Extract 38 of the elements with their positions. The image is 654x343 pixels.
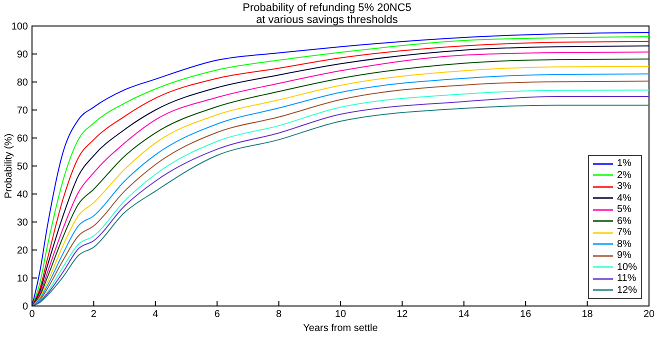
- y-tick-label: 60: [16, 134, 28, 145]
- x-tick-label: 4: [152, 309, 159, 320]
- legend-label: 4%: [616, 192, 632, 204]
- chart-subtitle: at various savings thresholds: [256, 14, 398, 26]
- y-tick-label: 0: [22, 302, 28, 313]
- legend-label: 8%: [616, 238, 632, 250]
- y-tick-label: 80: [16, 78, 28, 89]
- y-tick-label: 40: [16, 190, 28, 201]
- x-tick-label: 2: [90, 309, 97, 320]
- legend-label: 12%: [616, 284, 637, 296]
- y-tick-label: 70: [16, 106, 28, 117]
- chart-title: Probability of refunding 5% 20NC5: [242, 2, 412, 14]
- y-tick-label: 100: [11, 22, 28, 33]
- x-tick-label: 20: [643, 309, 654, 320]
- y-tick-label: 30: [16, 218, 28, 229]
- y-tick-label: 90: [16, 50, 28, 61]
- x-tick-label: 18: [582, 309, 594, 320]
- legend-label: 11%: [616, 273, 636, 284]
- legend-label: 2%: [616, 170, 632, 181]
- legend-label: 1%: [616, 158, 632, 170]
- x-tick-label: 10: [334, 309, 346, 320]
- legend-label: 5%: [616, 204, 632, 216]
- x-tick-label: 0: [29, 309, 36, 320]
- legend-label: 9%: [616, 250, 632, 262]
- legend-label: 6%: [616, 216, 632, 227]
- legend-label: 7%: [616, 227, 632, 238]
- x-axis-title: Years from settle: [303, 323, 378, 334]
- x-tick-label: 12: [396, 309, 408, 320]
- y-tick-label: 20: [16, 246, 28, 257]
- legend-label: 10%: [616, 262, 637, 273]
- y-axis-title: Probability (%): [4, 133, 15, 199]
- x-tick-label: 14: [458, 309, 470, 320]
- y-tick-label: 10: [16, 274, 28, 285]
- legend-label: 3%: [616, 181, 632, 192]
- x-tick-label: 8: [276, 309, 282, 320]
- y-tick-label: 50: [16, 162, 28, 173]
- x-tick-label: 16: [520, 309, 532, 320]
- x-tick-label: 6: [214, 309, 220, 320]
